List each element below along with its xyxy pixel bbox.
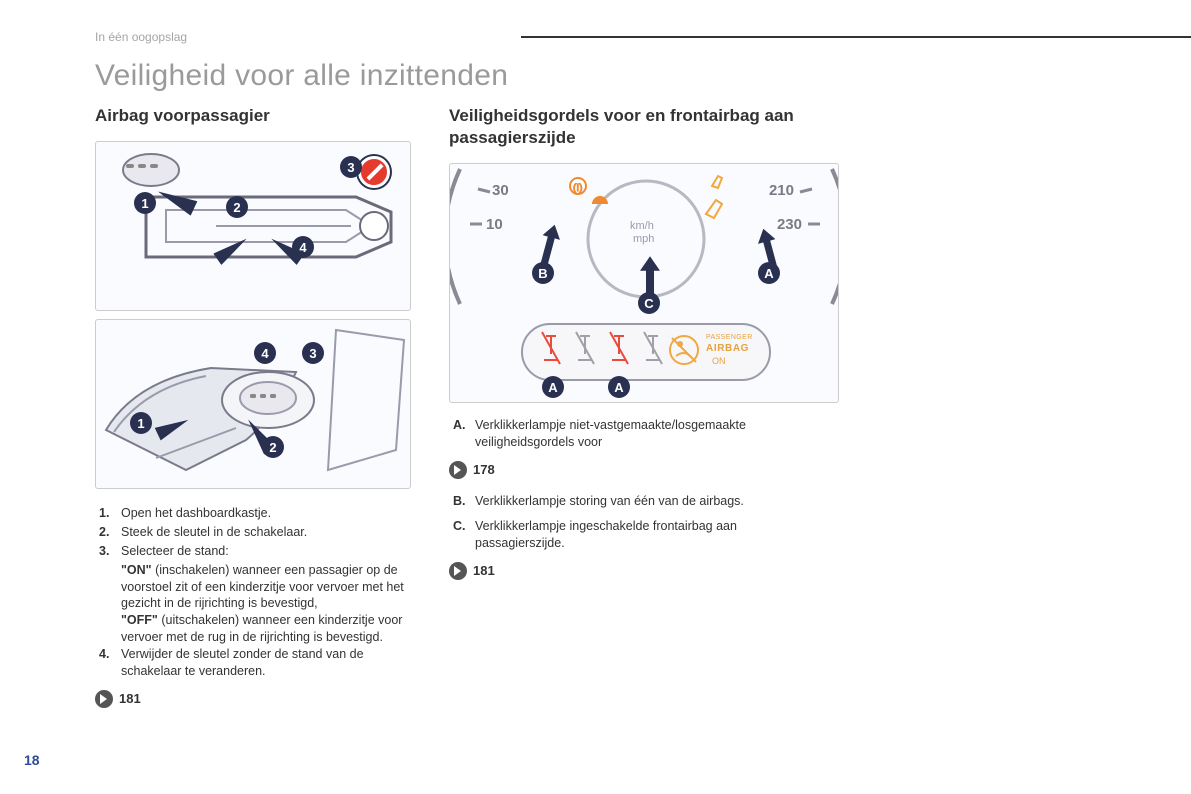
page-ref-icon bbox=[449, 461, 467, 479]
step-1-text: Open het dashboardkastje. bbox=[121, 505, 425, 522]
item-B-idx: B bbox=[453, 494, 462, 508]
item-A-text: Verklikkerlampje niet-vastgemaakte/losge… bbox=[475, 417, 829, 451]
item-B-text: Verklikkerlampje storing van één van de … bbox=[475, 493, 829, 510]
ball-4: 4 bbox=[292, 236, 314, 258]
off-label: "OFF" bbox=[121, 613, 158, 627]
illus-key-switch: 1 2 3 4 bbox=[95, 141, 411, 311]
unit-kmh: km/h bbox=[630, 220, 654, 232]
ref-c: 181 bbox=[449, 562, 849, 580]
ball-b2: 2 bbox=[262, 436, 284, 458]
illus-glovebox-svg bbox=[96, 320, 411, 489]
page-title: Veiligheid voor alle inzittenden bbox=[95, 59, 1131, 93]
airbag-label-2: AIRBAG bbox=[706, 343, 749, 354]
step-4-text: Verwijder de sleutel zonder de stand van… bbox=[121, 646, 425, 680]
step-2-text: Steek de sleutel in de schakelaar. bbox=[121, 524, 425, 541]
ref-left-num: 181 bbox=[119, 691, 141, 706]
step-4-num: 4 bbox=[99, 647, 106, 661]
right-column: Veiligheidsgordels voor en frontairbag a… bbox=[449, 105, 849, 722]
off-text: (uitschakelen) wanneer een kinderzitje v… bbox=[121, 613, 402, 644]
ball-3: 3 bbox=[340, 156, 362, 178]
on-label: "ON" bbox=[121, 563, 152, 577]
right-list: A.Verklikkerlampje niet-vastgemaakte/los… bbox=[449, 417, 829, 451]
forbidden-icon bbox=[358, 156, 390, 188]
ref-left: 181 bbox=[95, 690, 425, 708]
right-list-2: B.Verklikkerlampje storing van één van d… bbox=[449, 493, 829, 552]
ball-1: 1 bbox=[134, 192, 156, 214]
item-C-idx: C bbox=[453, 519, 462, 533]
ball-b1: 1 bbox=[130, 412, 152, 434]
step-1-num: 1 bbox=[99, 506, 106, 520]
ref-a: 178 bbox=[449, 461, 849, 479]
ball-b4: 4 bbox=[254, 342, 276, 364]
illus-dashboard-svg: (!) bbox=[450, 164, 839, 403]
step-3-text: Selecteer de stand: bbox=[121, 543, 425, 560]
unit-mph: mph bbox=[633, 233, 654, 245]
airbag-label-1: PASSENGER bbox=[706, 334, 753, 341]
left-column: Airbag voorpassagier bbox=[95, 105, 425, 722]
gauge-30: 30 bbox=[492, 182, 509, 199]
illus-dashboard: (!) bbox=[449, 163, 839, 403]
svg-text:(!): (!) bbox=[573, 183, 582, 194]
illus-glovebox: 1 2 3 4 bbox=[95, 319, 411, 489]
top-rule bbox=[521, 36, 1191, 38]
ref-c-num: 181 bbox=[473, 563, 495, 578]
step-2-num: 2 bbox=[99, 525, 106, 539]
ball-2: 2 bbox=[226, 196, 248, 218]
gauge-210: 210 bbox=[769, 182, 794, 199]
left-steps: 1.Open het dashboardkastje. 2.Steek de s… bbox=[95, 505, 425, 680]
airbag-on: ON bbox=[712, 356, 726, 366]
step-3-num: 3 bbox=[99, 544, 106, 558]
page-number: 18 bbox=[24, 752, 40, 768]
ball-b3: 3 bbox=[302, 342, 324, 364]
page-ref-icon bbox=[95, 690, 113, 708]
ref-a-num: 178 bbox=[473, 462, 495, 477]
left-heading: Airbag voorpassagier bbox=[95, 105, 425, 127]
on-text: (inschakelen) wanneer een passagier op d… bbox=[121, 563, 404, 611]
item-A-idx: A bbox=[453, 418, 462, 432]
right-heading: Veiligheidsgordels voor en frontairbag a… bbox=[449, 105, 799, 149]
page-ref-icon bbox=[449, 562, 467, 580]
item-C-text: Verklikkerlampje ingeschakelde frontairb… bbox=[475, 518, 829, 552]
content-columns: Airbag voorpassagier bbox=[95, 105, 1131, 722]
gauge-230: 230 bbox=[777, 216, 802, 233]
gauge-10: 10 bbox=[486, 216, 503, 233]
